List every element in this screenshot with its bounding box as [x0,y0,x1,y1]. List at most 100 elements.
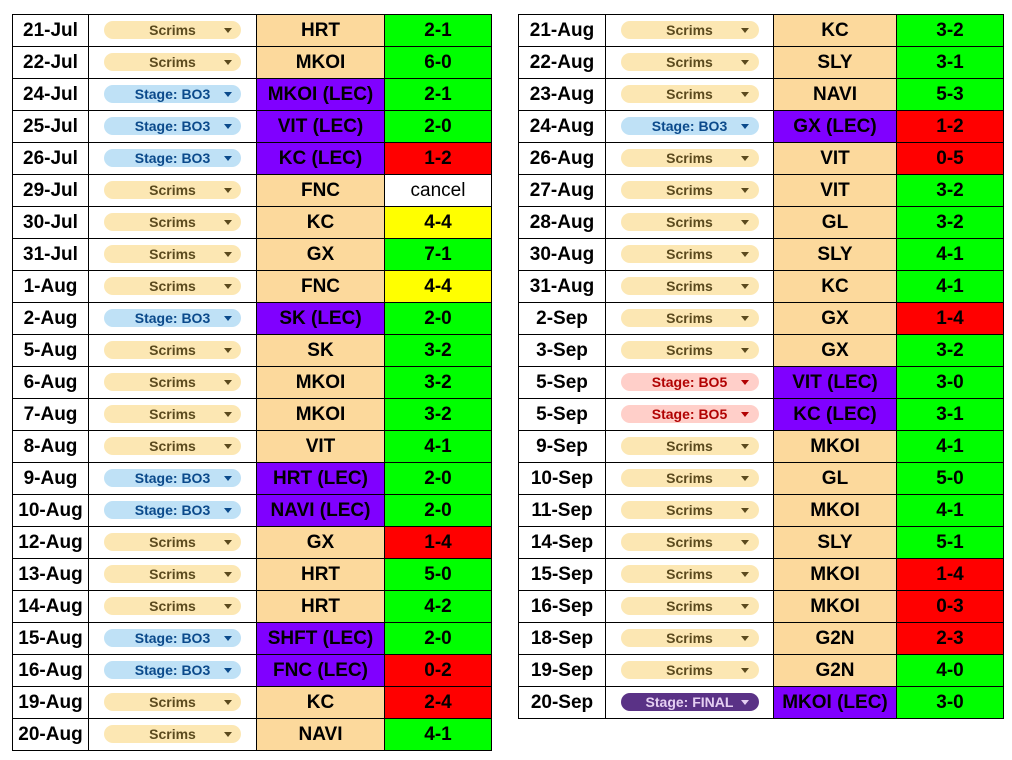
date-cell: 10-Aug [12,494,89,527]
date-cell: 14-Sep [518,526,606,559]
chevron-down-icon [224,284,232,290]
stage-dropdown[interactable]: Scrims [104,405,241,424]
score-cell: 4-1 [384,718,492,751]
table-row: 19-Aug Scrims KC 2-4 [12,686,492,719]
stage-dropdown[interactable]: Scrims [620,661,759,680]
stage-dropdown[interactable]: Scrims [620,341,759,360]
stage-dropdown[interactable]: Scrims [620,21,759,40]
stage-dropdown[interactable]: Stage: BO3 [104,309,241,328]
stage-dropdown[interactable]: Stage: BO3 [104,661,241,680]
chevron-down-icon [740,316,749,322]
stage-dropdown[interactable]: Scrims [104,21,241,40]
stage-label: Scrims [149,534,196,551]
stage-dropdown[interactable]: Scrims [620,245,759,264]
date-cell: 30-Jul [12,206,89,239]
stage-dropdown[interactable]: Scrims [620,309,759,328]
table-row: 1-Aug Scrims FNC 4-4 [12,270,492,303]
score-cell: 1-4 [384,526,492,559]
stage-dropdown[interactable]: Stage: FINAL [620,693,759,712]
stage-dropdown[interactable]: Stage: BO3 [104,149,241,168]
table-row: 18-Sep Scrims G2N 2-3 [518,622,1004,655]
stage-dropdown[interactable]: Stage: BO3 [104,629,241,648]
stage-cell: Scrims [88,270,257,303]
opponent-cell: GX [773,334,897,367]
opponent-cell: NAVI [773,78,897,111]
stage-cell: Scrims [605,142,774,175]
stage-dropdown[interactable]: Scrims [620,277,759,296]
table-row: 16-Aug Stage: BO3 FNC (LEC) 0-2 [12,654,492,687]
chevron-down-icon [224,316,232,322]
stage-dropdown[interactable]: Scrims [620,437,759,456]
chevron-down-icon [740,636,749,642]
stage-cell: Stage: BO3 [88,110,257,143]
date-cell: 10-Sep [518,462,606,495]
stage-dropdown[interactable]: Stage: BO3 [620,117,759,136]
chevron-down-icon [224,444,232,450]
score-cell: 4-1 [896,238,1004,271]
stage-cell: Scrims [605,430,774,463]
stage-label: Scrims [149,214,196,231]
opponent-cell: SLY [773,526,897,559]
table-row: 20-Sep Stage: FINAL MKOI (LEC) 3-0 [518,686,1004,719]
opponent-cell: KC (LEC) [256,142,385,175]
date-cell: 15-Sep [518,558,606,591]
score-cell: 4-2 [384,590,492,623]
stage-dropdown[interactable]: Scrims [620,85,759,104]
stage-dropdown[interactable]: Stage: BO5 [620,373,759,392]
stage-cell: Scrims [88,366,257,399]
stage-cell: Scrims [605,206,774,239]
stage-cell: Scrims [88,174,257,207]
stage-dropdown[interactable]: Scrims [620,213,759,232]
stage-dropdown[interactable]: Scrims [104,565,241,584]
stage-dropdown[interactable]: Scrims [620,181,759,200]
opponent-cell: HRT (LEC) [256,462,385,495]
date-cell: 26-Aug [518,142,606,175]
stage-dropdown[interactable]: Scrims [620,597,759,616]
table-row: 19-Sep Scrims G2N 4-0 [518,654,1004,687]
stage-dropdown[interactable]: Scrims [104,277,241,296]
date-cell: 5-Aug [12,334,89,367]
stage-dropdown[interactable]: Scrims [104,437,241,456]
stage-dropdown[interactable]: Stage: BO3 [104,469,241,488]
score-cell: 5-0 [896,462,1004,495]
stage-dropdown[interactable]: Scrims [620,533,759,552]
stage-dropdown[interactable]: Stage: BO3 [104,85,241,104]
stage-dropdown[interactable]: Stage: BO5 [620,405,759,424]
stage-dropdown[interactable]: Scrims [104,213,241,232]
date-cell: 14-Aug [12,590,89,623]
opponent-cell: MKOI [773,430,897,463]
stage-dropdown[interactable]: Scrims [620,469,759,488]
stage-label: Stage: BO3 [134,86,211,103]
stage-cell: Scrims [605,558,774,591]
stage-dropdown[interactable]: Scrims [104,597,241,616]
date-cell: 31-Aug [518,270,606,303]
opponent-cell: MKOI (LEC) [256,78,385,111]
stage-dropdown[interactable]: Stage: BO3 [104,501,241,520]
stage-dropdown[interactable]: Scrims [104,373,241,392]
stage-dropdown[interactable]: Scrims [620,149,759,168]
stage-label: Scrims [149,342,196,359]
stage-dropdown[interactable]: Scrims [104,245,241,264]
date-cell: 11-Sep [518,494,606,527]
date-cell: 8-Aug [12,430,89,463]
stage-label: Scrims [666,662,713,679]
opponent-cell: KC [773,14,897,47]
stage-cell: Stage: BO3 [605,110,774,143]
chevron-down-icon [740,92,749,98]
stage-dropdown[interactable]: Scrims [104,533,241,552]
score-cell: 3-1 [896,46,1004,79]
stage-dropdown[interactable]: Scrims [104,341,241,360]
table-row: 9-Aug Stage: BO3 HRT (LEC) 2-0 [12,462,492,495]
stage-dropdown[interactable]: Scrims [104,693,241,712]
stage-dropdown[interactable]: Scrims [620,565,759,584]
stage-dropdown[interactable]: Scrims [104,725,241,744]
stage-dropdown[interactable]: Scrims [620,501,759,520]
stage-dropdown[interactable]: Scrims [104,181,241,200]
stage-dropdown[interactable]: Scrims [620,53,759,72]
stage-dropdown[interactable]: Scrims [104,53,241,72]
date-cell: 5-Sep [518,366,606,399]
stage-dropdown[interactable]: Scrims [620,629,759,648]
schedule-table-left: 21-Jul Scrims HRT 2-1 22-Jul Scrims MKOI 6-0 24-… [12,14,492,751]
stage-dropdown[interactable]: Stage: BO3 [104,117,241,136]
date-cell: 25-Jul [12,110,89,143]
